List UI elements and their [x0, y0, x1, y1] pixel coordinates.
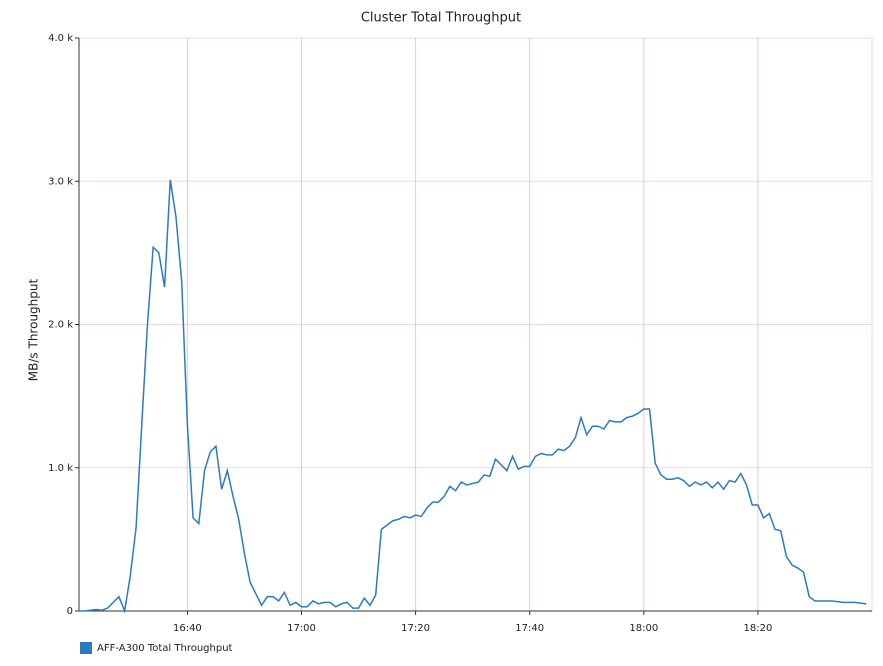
y-tick-label: 4.0 k — [48, 33, 73, 44]
x-tick-label: 17:40 — [515, 623, 544, 634]
legend-swatch — [80, 642, 92, 654]
data-line — [79, 179, 867, 614]
y-tick-label: 1.0 k — [48, 463, 73, 474]
x-tick-label: 18:20 — [743, 623, 772, 634]
chart-title: Cluster Total Throughput — [361, 11, 521, 26]
y-tick-label: 0 — [67, 606, 73, 617]
y-axis-label: MB/s Throughput — [27, 279, 41, 382]
x-tick-label: 16:40 — [173, 623, 202, 634]
x-tick-label: 17:20 — [401, 623, 430, 634]
legend-label: AFF-A300 Total Throughput — [97, 643, 233, 654]
x-tick-label: 17:00 — [287, 623, 316, 634]
y-tick-label: 2.0 k — [48, 320, 73, 331]
x-tick-label: 18:00 — [629, 623, 658, 634]
y-tick-label: 3.0 k — [48, 176, 73, 187]
